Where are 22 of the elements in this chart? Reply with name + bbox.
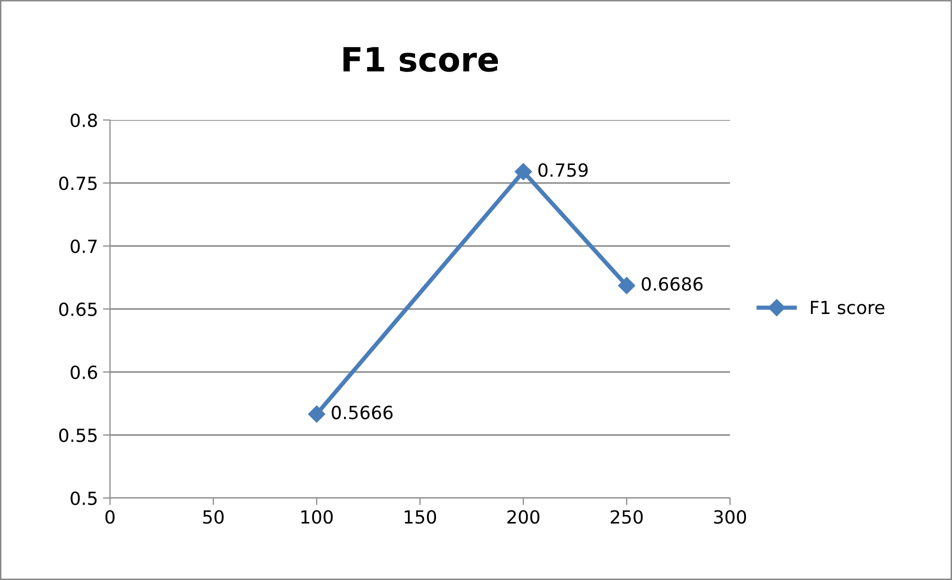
legend-label: F1 score (810, 300, 884, 314)
y-tick-label: 0.6 (70, 365, 98, 380)
x-tick-label: 200 (507, 510, 540, 524)
chart-title: F1 score (344, 47, 498, 72)
point (618, 277, 636, 294)
data-label: 0.6686 (642, 277, 703, 291)
data-label: 0.5666 (332, 406, 393, 420)
y-tick-label: 0.7 (70, 239, 97, 254)
x-tick-label: 300 (714, 510, 746, 524)
x-tick-label: 100 (301, 510, 333, 524)
x-tick-label: 250 (610, 510, 643, 524)
point (514, 163, 532, 180)
y-tick-label: 0.65 (59, 302, 97, 316)
y-tick-label: 0.75 (59, 176, 97, 190)
y-tick-label: 0.8 (70, 113, 97, 128)
x-tick-label: 150 (404, 510, 436, 524)
data-label: 0.759 (538, 163, 588, 177)
point (308, 406, 326, 423)
x-tick-label: 50 (203, 510, 224, 524)
y-tick-label: 0.55 (59, 428, 97, 442)
x-tick-label: 0 (105, 510, 115, 524)
y-tick-label: 0.5 (70, 491, 97, 506)
